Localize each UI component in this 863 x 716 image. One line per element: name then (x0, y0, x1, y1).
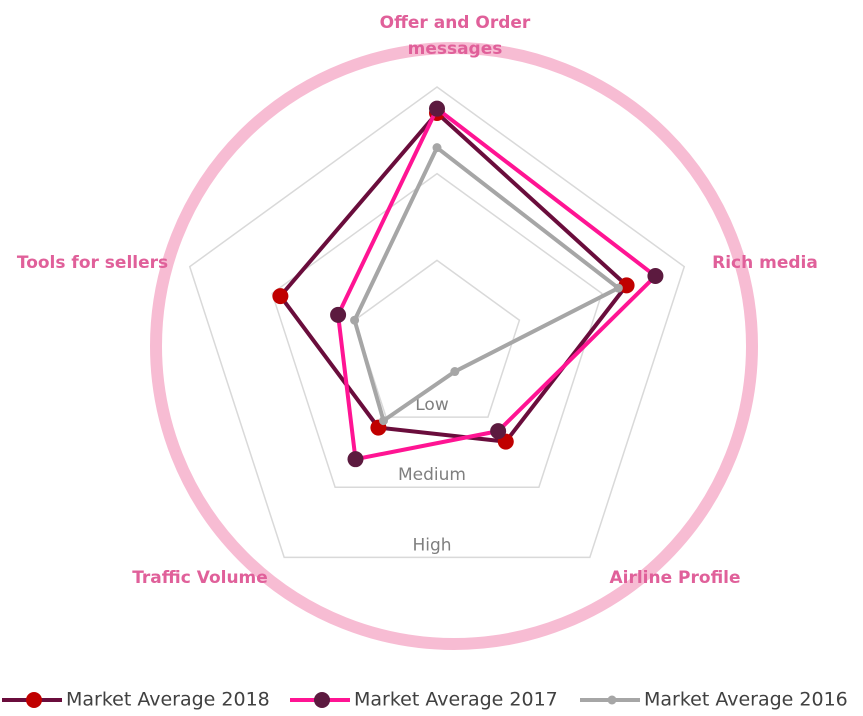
data-point (347, 451, 364, 468)
data-point (613, 283, 623, 293)
legend-label: Market Average 2016 (644, 689, 848, 711)
category-label: Traffic Volume (132, 568, 268, 588)
category-label: Tools for sellers (16, 253, 169, 273)
data-point (379, 416, 389, 426)
grid-ring (353, 259, 521, 418)
category-label: Offer and Order messages (379, 13, 531, 59)
series-line (278, 111, 629, 444)
ring-label: Medium (398, 465, 466, 485)
data-point (432, 143, 442, 153)
data-point (429, 100, 445, 117)
series-line (352, 145, 621, 423)
data-point (330, 306, 347, 323)
data-point (490, 423, 507, 440)
category-label: Airline Profile (609, 568, 741, 588)
category-label: Rich media (712, 253, 818, 273)
data-point (272, 288, 289, 305)
ring-label: High (412, 535, 451, 555)
legend-marker (607, 695, 617, 705)
series-line (336, 106, 658, 462)
decor-ring (150, 42, 758, 650)
data-point (450, 367, 460, 377)
legend-marker (26, 692, 42, 708)
data-point (350, 315, 360, 325)
legend-label: Market Average 2017 (354, 689, 558, 711)
grid-ring (271, 172, 603, 488)
legend-marker (314, 692, 330, 708)
grid-ring (188, 86, 686, 559)
data-point (647, 268, 664, 285)
ring-label: Low (415, 395, 449, 415)
legend-label: Market Average 2018 (66, 689, 270, 711)
